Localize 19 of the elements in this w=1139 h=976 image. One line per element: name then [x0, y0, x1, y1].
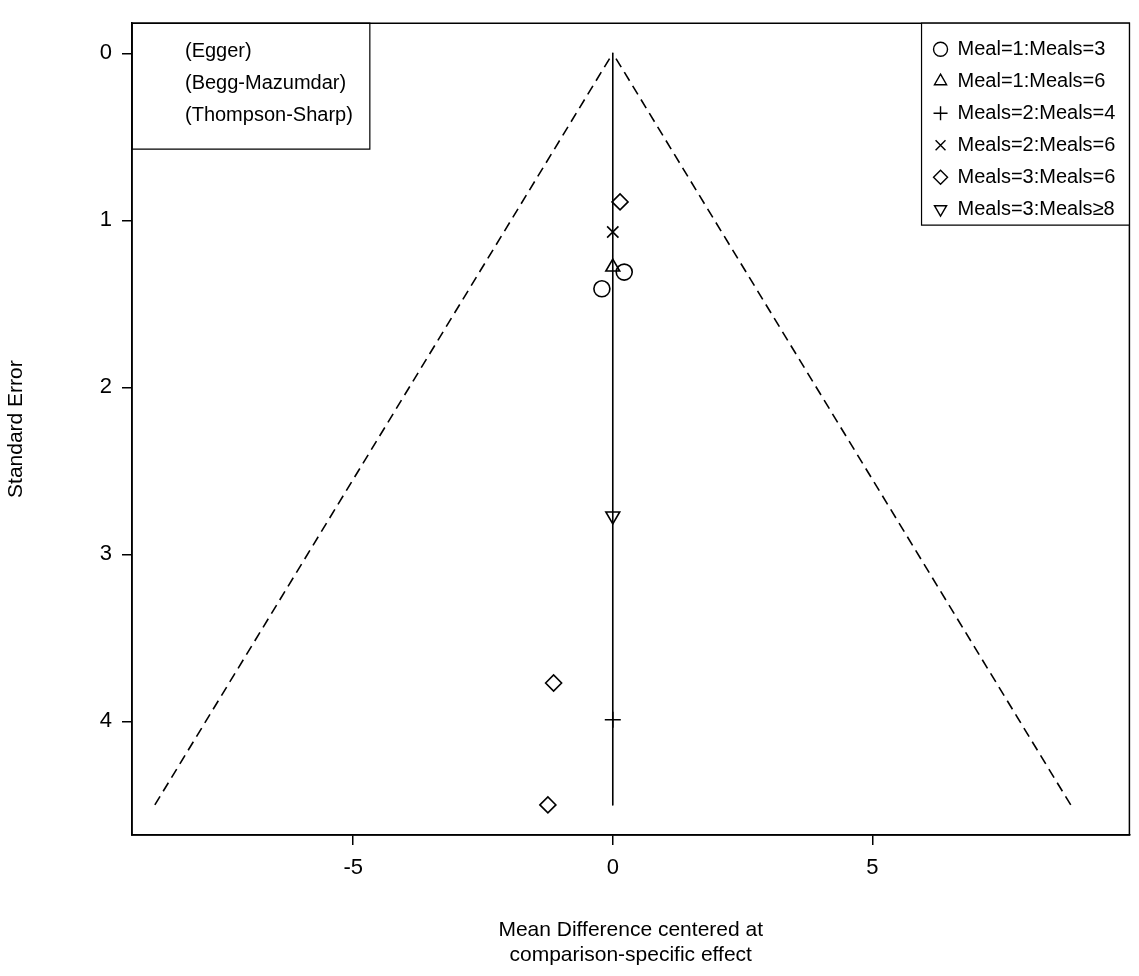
y-tick-label: 0: [99, 39, 112, 65]
annotation: (Begg-Mazumdar): [185, 70, 347, 93]
annotation: (Thompson-Sharp): [185, 102, 353, 125]
legend-label: Meals=3:Meals≥8: [957, 196, 1115, 219]
y-tick-label: 3: [99, 540, 112, 566]
y-tick-label: 2: [99, 373, 112, 399]
y-axis-title: Standard Error: [3, 360, 27, 498]
legend-label: Meal=1:Meals=3: [957, 36, 1106, 59]
y-tick-label: 4: [99, 707, 112, 733]
legend-label: Meals=2:Meals=6: [957, 132, 1116, 155]
x-axis-title: Mean Difference centered at comparison-specific effect: [498, 917, 764, 966]
x-tick-label: 5: [866, 854, 879, 880]
y-tick-label: 1: [99, 206, 112, 232]
x-tick-label: 0: [606, 854, 619, 880]
legend-label: Meals=3:Meals=6: [957, 164, 1116, 187]
annotation: (Egger): [185, 38, 252, 61]
legend-label: Meals=2:Meals=4: [957, 100, 1116, 123]
legend-label: Meal=1:Meals=6: [957, 68, 1106, 91]
x-tick-label: -5: [343, 854, 363, 880]
